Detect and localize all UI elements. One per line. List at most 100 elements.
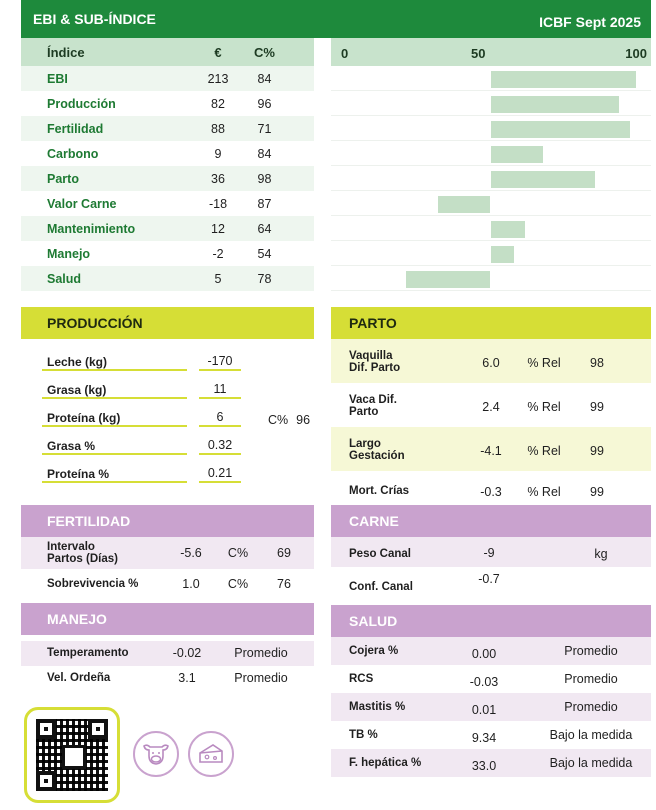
underline — [42, 481, 187, 483]
produccion-row-label: Proteína % — [47, 467, 110, 481]
bar-row — [331, 191, 651, 216]
produccion-row: Proteína % 0.21 — [21, 459, 314, 487]
ebi-bar — [490, 96, 619, 113]
parto-row-unit: % Rel — [527, 356, 561, 370]
salud-row-label: TB % — [349, 729, 378, 741]
ebi-row: Producción 82 96 — [21, 91, 314, 116]
ebi-row: EBI 213 84 — [21, 66, 314, 91]
manejo-row-label: Temperamento — [47, 647, 129, 659]
manejo-title: MANEJO — [21, 603, 314, 635]
fertilidad-row-value: 1.0 — [182, 577, 200, 591]
parto-label-line2: Parto — [349, 406, 379, 418]
bar-row — [331, 116, 651, 141]
carne-rows: Peso Canal -9 kg Conf. Canal -0.7 — [331, 537, 651, 597]
produccion-rows: Leche (kg) -170 Grasa (kg) 11 Proteína (kg) 6… — [21, 339, 314, 487]
col-cpct: C% — [254, 44, 275, 60]
ebi-row-euro: 213 — [207, 71, 229, 86]
salud-row: Mastitis % 0.01 Promedio — [331, 693, 651, 721]
produccion-row-value: 11 — [213, 382, 227, 396]
parto-row: Vaca Dif. Parto 2.4 % Rel 99 — [331, 383, 651, 427]
ebi-bar — [490, 146, 543, 163]
scale-0: 0 — [341, 46, 349, 61]
bar-row — [331, 241, 651, 266]
ebi-row-cpct: 98 — [257, 171, 272, 186]
ebi-row: Parto 36 98 — [21, 166, 314, 191]
manejo-rows: Temperamento -0.02 Promedio Vel. Ordeña 3.1 P… — [21, 635, 314, 691]
fertilidad-row: Intervalo Partos (Días) -5.6 C% 69 — [21, 537, 314, 569]
salud-row-label: Cojera % — [349, 645, 399, 657]
produccion-row-label: Leche (kg) — [47, 355, 108, 369]
parto-row-value: 2.4 — [482, 400, 500, 414]
bar-row — [331, 141, 651, 166]
produccion-row: Proteína (kg) 6 — [21, 403, 314, 431]
value-underline — [199, 369, 241, 371]
ebi-row-name: EBI — [47, 71, 68, 86]
manejo-row-value: 3.1 — [178, 671, 196, 685]
manejo-row-rating: Promedio — [234, 646, 288, 660]
ebi-bar-chart: 0 50 100 — [331, 38, 651, 291]
produccion-row: Leche (kg) -170 — [21, 347, 314, 375]
ebi-bar — [438, 196, 491, 213]
salud-row-value: 9.34 — [471, 731, 497, 745]
ebi-row: Valor Carne -18 87 — [21, 191, 314, 216]
produccion-row: Grasa % 0.32 — [21, 431, 314, 459]
scale-50: 50 — [471, 46, 486, 61]
fertilidad-row-rel: 69 — [277, 546, 291, 560]
ebi-row-euro: -18 — [208, 196, 228, 211]
parto-row-label: Vaquilla Dif. Parto — [349, 350, 400, 374]
parto-row-value: 6.0 — [482, 356, 500, 370]
carne-row: Conf. Canal -0.7 — [331, 567, 651, 597]
ebi-bar — [490, 246, 514, 263]
parto-row-label: Vaca Dif. Parto — [349, 394, 397, 418]
value-underline — [199, 453, 241, 455]
fertilidad-title: FERTILIDAD — [21, 505, 314, 537]
produccion-row: Grasa (kg) 11 — [21, 375, 314, 403]
qr-center-mark — [65, 748, 83, 766]
salud-title: SALUD — [331, 605, 651, 637]
parto-label-line2: Dif. Parto — [349, 362, 401, 374]
ebi-rows: EBI 213 84 Producción 82 96 Fertilidad 88 71 Carb… — [21, 66, 314, 291]
ebi-row-cpct: 78 — [257, 271, 272, 286]
carne-section: CARNE Peso Canal -9 kg Conf. Canal -0.7 — [331, 505, 651, 597]
salud-row-label: F. hepática % — [349, 757, 422, 769]
ebi-bar — [490, 121, 631, 138]
salud-row-rating: Promedio — [564, 700, 618, 714]
ebi-bar — [490, 171, 596, 188]
ebi-row-name: Mantenimiento — [47, 221, 136, 236]
manejo-row-rating: Promedio — [234, 671, 288, 685]
parto-row-rel: 98 — [590, 356, 604, 370]
fertilidad-row-label: Intervalo Partos (Días) — [47, 541, 118, 565]
produccion-row-label: Grasa (kg) — [47, 383, 107, 397]
salud-row: RCS -0.03 Promedio — [331, 665, 651, 693]
carne-title: CARNE — [331, 505, 651, 537]
carne-row-unit: kg — [594, 547, 608, 561]
ebi-table: Índice € C% EBI 213 84 Producción 82 96 Fertil… — [21, 38, 314, 291]
fertilidad-label-line2: Partos (Días) — [47, 553, 118, 565]
underline — [42, 397, 187, 399]
qr-code-icon[interactable] — [24, 707, 120, 803]
ebi-row: Mantenimiento 12 64 — [21, 216, 314, 241]
salud-row: F. hepática % 33.0 Bajo la medida — [331, 749, 651, 777]
manejo-row: Vel. Ordeña 3.1 Promedio — [21, 666, 314, 691]
ebi-row-name: Carbono — [47, 146, 99, 161]
ebi-row-name: Salud — [47, 271, 82, 286]
header-source: ICBF Sept 2025 — [539, 14, 641, 30]
salud-row-value: 33.0 — [471, 759, 497, 773]
produccion-row-value: 0.32 — [207, 438, 233, 452]
bar-row — [331, 166, 651, 191]
ebi-row-euro: 36 — [211, 171, 225, 186]
col-euro: € — [214, 44, 222, 60]
value-underline — [199, 397, 241, 399]
carne-row-value: -0.7 — [478, 572, 500, 586]
ebi-row: Salud 5 78 — [21, 266, 314, 291]
ebi-table-header: Índice € C% — [21, 38, 314, 66]
salud-row: TB % 9.34 Bajo la medida — [331, 721, 651, 749]
parto-row-rel: 99 — [590, 400, 604, 414]
ebi-row-euro: 9 — [214, 146, 222, 161]
parto-row: Mort. Crías -0.3 % Rel 99 — [331, 471, 651, 505]
ebi-row-name: Producción — [47, 96, 116, 111]
header-title: EBI & SUB-ÍNDICE — [33, 11, 156, 27]
manejo-row-label: Vel. Ordeña — [47, 672, 111, 684]
underline — [42, 453, 187, 455]
salud-row: Cojera % 0.00 Promedio — [331, 637, 651, 665]
